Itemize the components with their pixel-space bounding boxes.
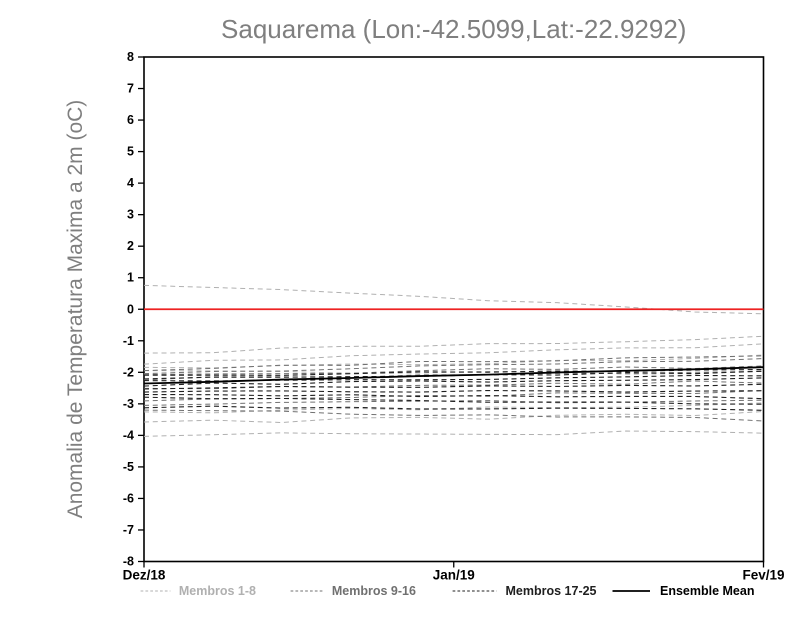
- svg-text:Membros 17-25: Membros 17-25: [506, 584, 597, 598]
- svg-text:6: 6: [127, 113, 134, 127]
- svg-text:-1: -1: [123, 334, 134, 348]
- svg-text:7: 7: [127, 82, 134, 96]
- svg-text:5: 5: [127, 145, 134, 159]
- svg-text:-7: -7: [123, 523, 134, 537]
- svg-text:1: 1: [127, 271, 134, 285]
- svg-text:8: 8: [127, 50, 134, 64]
- svg-text:-3: -3: [123, 397, 134, 411]
- svg-text:Ensemble Mean: Ensemble Mean: [660, 584, 754, 598]
- svg-text:-4: -4: [123, 428, 134, 442]
- svg-text:0: 0: [127, 302, 134, 316]
- svg-text:Anomalia de Temperatura Maxima: Anomalia de Temperatura Maxima a 2m (oC): [64, 100, 87, 519]
- svg-text:Membros 1-8: Membros 1-8: [179, 584, 256, 598]
- svg-text:Saquarema (Lon:-42.5099,Lat:-2: Saquarema (Lon:-42.5099,Lat:-22.9292): [221, 14, 686, 44]
- svg-text:-8: -8: [123, 555, 134, 569]
- svg-text:Jan/19: Jan/19: [433, 568, 475, 583]
- svg-text:-2: -2: [123, 365, 134, 379]
- svg-text:Dez/18: Dez/18: [123, 568, 166, 583]
- svg-text:2: 2: [127, 239, 134, 253]
- svg-text:Membros 9-16: Membros 9-16: [332, 584, 416, 598]
- svg-text:3: 3: [127, 208, 134, 222]
- svg-text:Fev/19: Fev/19: [742, 568, 784, 583]
- svg-text:-6: -6: [123, 491, 134, 505]
- svg-text:-5: -5: [123, 460, 134, 474]
- svg-text:4: 4: [127, 176, 134, 190]
